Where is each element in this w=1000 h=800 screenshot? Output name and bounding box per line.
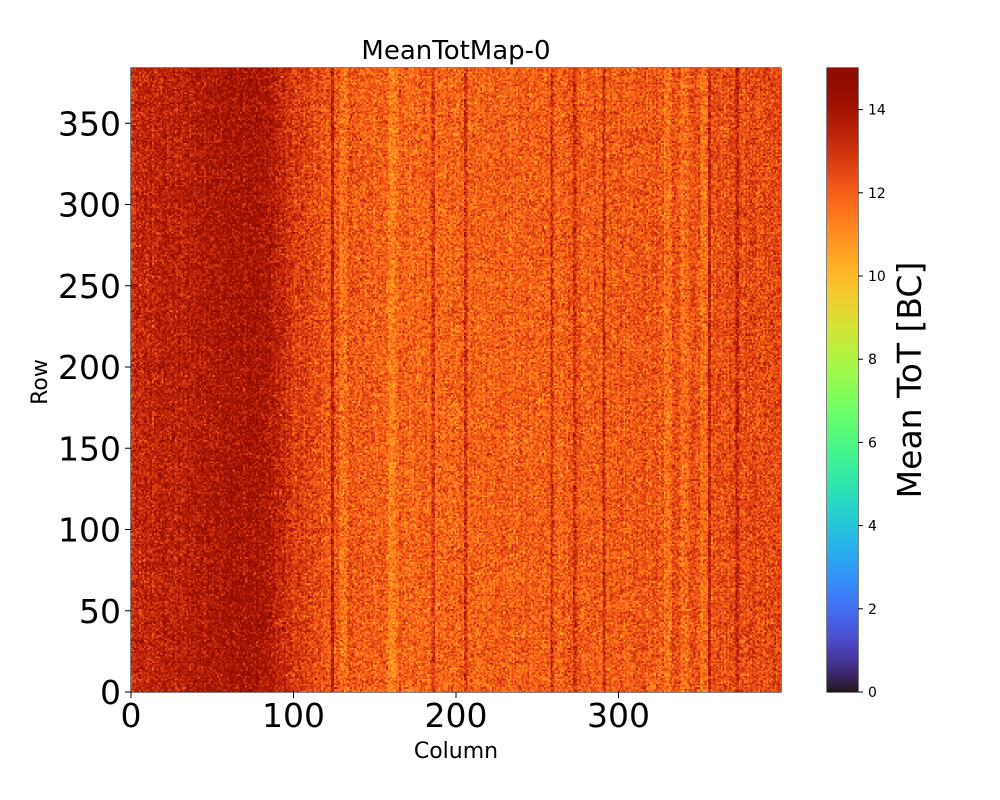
x-tick-label: 0 (121, 696, 142, 735)
colorbar-ticks: 0 2 4 6 8 10 12 14 (858, 103, 886, 701)
colorbar-tick-label: 8 (868, 352, 877, 368)
y-tick-label: 350 (58, 104, 121, 143)
y-tick-label: 150 (58, 429, 121, 468)
x-axis-label: Column (414, 739, 498, 764)
y-tick-label: 250 (58, 267, 121, 306)
y-tick-label: 100 (58, 511, 121, 550)
x-axis-ticks: 0 100 200 300 (121, 692, 650, 735)
x-tick-label: 300 (587, 696, 650, 735)
y-tick-label: 300 (58, 186, 121, 225)
colorbar-tick-label: 0 (868, 685, 877, 701)
colorbar-tick-label: 10 (868, 269, 886, 285)
chart-title: MeanTotMap-0 (361, 36, 550, 66)
colorbar-tick-label: 12 (868, 186, 886, 202)
colorbar-label: Mean ToT [BC] (890, 262, 929, 499)
y-tick-label: 0 (100, 673, 121, 712)
y-tick-label: 200 (58, 348, 121, 387)
colorbar-tick-label: 14 (868, 103, 886, 119)
colorbar-tick-label: 6 (868, 435, 877, 451)
x-tick-label: 100 (262, 696, 325, 735)
x-tick-label: 200 (425, 696, 488, 735)
colorbar-tick-label: 4 (868, 519, 877, 535)
heatmap-image (131, 68, 781, 692)
y-axis-label: Row (28, 359, 53, 405)
colorbar-tick-label: 2 (868, 602, 877, 618)
y-tick-label: 50 (79, 592, 121, 631)
colorbar (827, 68, 858, 692)
y-axis-ticks: 0 50 100 150 200 250 300 350 (58, 104, 131, 712)
